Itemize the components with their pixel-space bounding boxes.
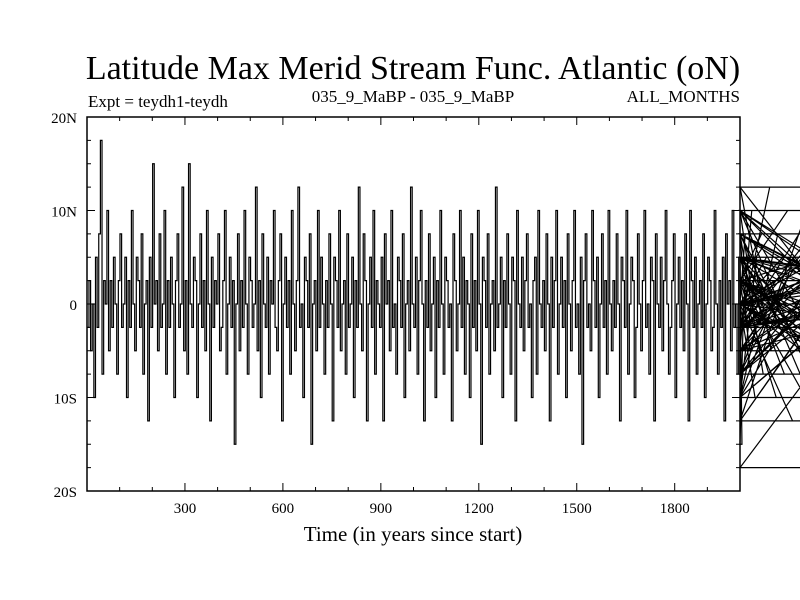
y-tick-label: 10S xyxy=(54,392,77,408)
x-tick-label: 1200 xyxy=(464,501,494,517)
x-tick-label: 1800 xyxy=(660,501,690,517)
chart-subtitle-left: Expt = teydh1-teydh xyxy=(88,92,228,111)
y-axis: 20N 10N 0 10S 20S xyxy=(51,111,740,501)
y-tick-label: 0 xyxy=(70,298,78,314)
chart-subtitle-right: ALL_MONTHS xyxy=(627,87,740,106)
x-tick-label: 900 xyxy=(370,501,393,517)
x-tick-label: 300 xyxy=(174,501,197,517)
series-line-latitude_max xyxy=(87,139,800,469)
chart-subtitle-center: 035_9_MaBP - 035_9_MaBP xyxy=(312,87,514,106)
y-tick-label: 10N xyxy=(51,205,77,221)
chart-title: Latitude Max Merid Stream Func. Atlantic… xyxy=(86,50,740,87)
x-tick-label: 600 xyxy=(272,501,295,517)
x-tick-label: 1500 xyxy=(562,501,592,517)
x-axis: 300 600 900 1200 1500 1800 xyxy=(119,117,708,517)
series-layer xyxy=(87,139,800,469)
x-axis-label: Time (in years since start) xyxy=(304,522,523,546)
y-tick-label: 20S xyxy=(54,485,77,501)
y-tick-label: 20N xyxy=(51,111,77,127)
